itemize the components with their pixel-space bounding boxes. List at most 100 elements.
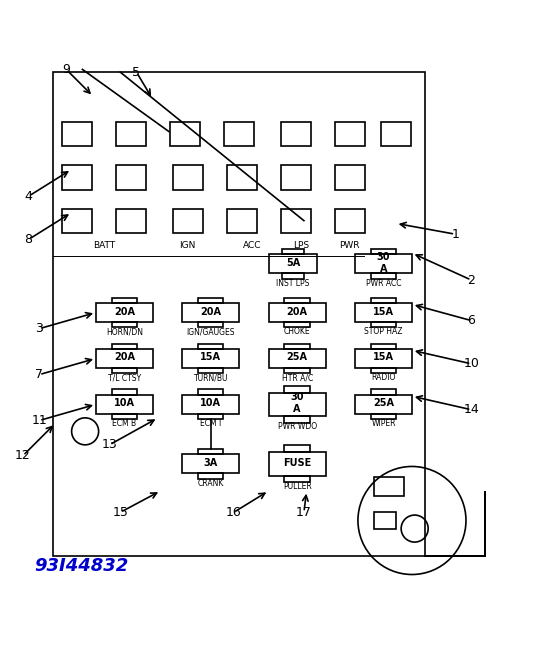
Text: PWR ACC: PWR ACC [366, 279, 401, 288]
Bar [285, 386, 310, 393]
Bar [381, 122, 411, 147]
Bar [371, 249, 396, 254]
Text: ECM I: ECM I [200, 419, 222, 428]
Bar [62, 166, 92, 190]
Bar [371, 389, 396, 395]
Bar [285, 322, 310, 327]
Text: 20A: 20A [114, 306, 135, 316]
Bar [371, 273, 396, 279]
Text: IGN/GAUGES: IGN/GAUGES [186, 327, 235, 336]
Bar [116, 209, 146, 233]
Bar [269, 254, 318, 273]
Bar [198, 368, 224, 373]
Bar [116, 122, 146, 147]
Bar [182, 303, 239, 322]
Bar [281, 122, 311, 147]
Text: 15A: 15A [373, 306, 394, 316]
Bar [111, 344, 137, 349]
Text: STOP HAZ: STOP HAZ [364, 327, 403, 336]
Text: 5A: 5A [286, 258, 300, 268]
Bar [96, 349, 153, 368]
Text: 4: 4 [24, 190, 33, 203]
Bar [285, 368, 310, 373]
Text: 20A: 20A [200, 306, 221, 316]
Text: 10A: 10A [114, 398, 135, 408]
Text: 7: 7 [35, 368, 43, 381]
Bar [182, 454, 239, 473]
Bar [355, 303, 412, 322]
Bar [111, 414, 137, 419]
Bar [285, 416, 310, 422]
Text: 25A: 25A [287, 353, 308, 363]
Bar [62, 209, 92, 233]
Bar [198, 449, 224, 454]
Bar [281, 209, 311, 233]
Text: 16: 16 [226, 506, 242, 519]
Bar [371, 414, 396, 419]
Text: 30
A: 30 A [377, 252, 390, 274]
Text: TURN/BU: TURN/BU [193, 374, 228, 382]
Bar [355, 349, 412, 368]
Bar [371, 368, 396, 373]
Text: HTR A/C: HTR A/C [281, 374, 313, 382]
Text: FUSE: FUSE [283, 458, 311, 467]
Bar [374, 477, 404, 496]
Text: 20A: 20A [287, 306, 308, 316]
Text: 15A: 15A [373, 353, 394, 363]
Bar [285, 445, 310, 452]
Text: 93I44832: 93I44832 [34, 557, 128, 574]
Bar [116, 166, 146, 190]
Text: CHOKE: CHOKE [284, 327, 311, 336]
Bar [62, 122, 92, 147]
Bar [198, 298, 224, 303]
Bar [173, 209, 203, 233]
Bar [224, 122, 254, 147]
Text: 15: 15 [112, 506, 128, 519]
Bar [96, 303, 153, 322]
Bar [170, 122, 200, 147]
Text: 8: 8 [24, 233, 33, 246]
Bar [96, 395, 153, 414]
Text: 3A: 3A [204, 458, 218, 467]
Text: 5: 5 [132, 66, 141, 79]
Bar [371, 298, 396, 303]
Text: 12: 12 [15, 449, 31, 462]
Text: RADIO: RADIO [371, 374, 396, 382]
Bar [227, 209, 257, 233]
Bar [335, 122, 365, 147]
Bar [335, 209, 365, 233]
Bar [182, 349, 239, 368]
Bar [285, 298, 310, 303]
Text: 11: 11 [31, 414, 47, 427]
Bar [198, 473, 224, 479]
Text: 9: 9 [62, 63, 70, 76]
Text: 10: 10 [463, 357, 479, 370]
Bar [374, 512, 396, 529]
Bar [198, 414, 224, 419]
Bar [269, 303, 325, 322]
Text: 20A: 20A [114, 353, 135, 363]
Bar [198, 389, 224, 395]
Text: 25A: 25A [373, 398, 394, 408]
Bar [281, 166, 311, 190]
Text: LPS: LPS [293, 241, 310, 250]
Bar [111, 389, 137, 395]
Bar [198, 322, 224, 327]
Bar [285, 344, 310, 349]
Bar [371, 322, 396, 327]
Bar [182, 395, 239, 414]
Text: IGN: IGN [180, 241, 196, 250]
Text: 17: 17 [296, 506, 312, 519]
Bar [111, 298, 137, 303]
Text: 15A: 15A [200, 353, 221, 363]
Text: 30
A: 30 A [291, 393, 304, 414]
Text: 2: 2 [468, 274, 475, 287]
Text: HORN/DN: HORN/DN [106, 327, 143, 336]
Bar [269, 452, 325, 475]
Bar [198, 344, 224, 349]
Text: 14: 14 [464, 403, 479, 416]
Bar [269, 349, 325, 368]
Text: INST LPS: INST LPS [276, 279, 310, 288]
Bar [335, 166, 365, 190]
Bar [269, 393, 325, 416]
